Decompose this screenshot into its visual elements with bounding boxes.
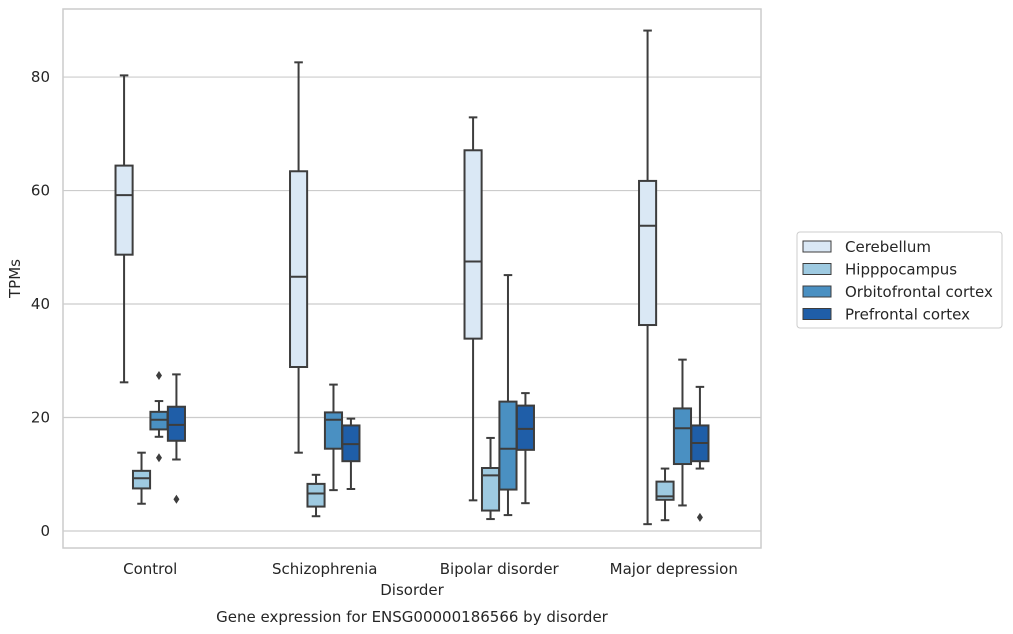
box-cerebellum — [114, 74, 134, 384]
box-iqr — [306, 482, 326, 508]
box-iqr — [638, 179, 658, 327]
box-cerebellum — [463, 116, 483, 502]
box-iqr — [463, 149, 483, 340]
box-iqr — [672, 407, 693, 466]
x-axis-ticks: Control Schizophrenia Bipolar disorder Majo… — [123, 560, 738, 578]
box-orbitofrontal-cortex — [149, 371, 169, 463]
box-hipppocampus — [480, 436, 501, 521]
box-hipppocampus — [306, 473, 326, 518]
outlier-point — [155, 371, 162, 381]
plot-area-frame — [62, 8, 762, 549]
legend-swatch — [802, 285, 832, 298]
y-axis-ticks: 0 20 40 60 80 — [31, 68, 50, 540]
box-iqr — [131, 469, 152, 490]
box-iqr — [515, 404, 535, 451]
x-tick-label: Bipolar disorder — [440, 560, 560, 578]
outlier-point — [696, 512, 703, 522]
box-orbitofrontal-cortex — [498, 274, 518, 517]
chart-caption: Gene expression for ENSG00000186566 by d… — [216, 608, 609, 626]
legend-swatch — [802, 263, 832, 275]
box-elements — [114, 29, 710, 526]
box-iqr — [323, 411, 344, 450]
y-tick-label: 60 — [31, 182, 50, 200]
box-cerebellum — [638, 29, 658, 526]
box-prefrontal-cortex — [690, 385, 710, 522]
box-orbitofrontal-cortex — [672, 358, 693, 507]
box-iqr — [498, 400, 518, 491]
legend-label: Orbitofrontal cortex — [845, 283, 993, 301]
y-tick-label: 40 — [31, 295, 50, 313]
legend-swatch — [802, 240, 832, 253]
box-iqr — [655, 480, 675, 501]
box-hipppocampus — [131, 451, 152, 505]
box-iqr — [289, 170, 309, 369]
x-tick-label: Major depression — [610, 560, 738, 578]
box-prefrontal-cortex — [515, 392, 535, 505]
outlier-point — [173, 494, 180, 504]
y-tick-label: 20 — [31, 409, 50, 427]
legend-label: Prefrontal cortex — [845, 306, 970, 324]
legend-label: Hipppocampus — [845, 261, 957, 279]
outlier-point — [155, 453, 162, 463]
y-axis-label: TPMs — [6, 259, 24, 299]
box-iqr — [114, 164, 134, 256]
box-prefrontal-cortex — [166, 373, 186, 504]
x-tick-label: Schizophrenia — [272, 560, 377, 578]
box-orbitofrontal-cortex — [323, 383, 344, 492]
legend-frame — [796, 231, 1003, 329]
box-iqr — [166, 405, 186, 442]
x-axis-label: Disorder — [380, 581, 444, 599]
box-prefrontal-cortex — [341, 417, 361, 490]
legend-label: Cerebellum — [845, 238, 931, 256]
x-tick-label: Control — [123, 560, 177, 578]
box-hipppocampus — [655, 467, 675, 522]
y-tick-label: 80 — [31, 68, 50, 86]
legend-swatch — [802, 308, 832, 320]
legend: Cerebellum Hipppocampus Orbitofrontal cort… — [796, 231, 1003, 329]
box-cerebellum — [289, 61, 309, 454]
y-tick-label: 0 — [40, 522, 50, 540]
